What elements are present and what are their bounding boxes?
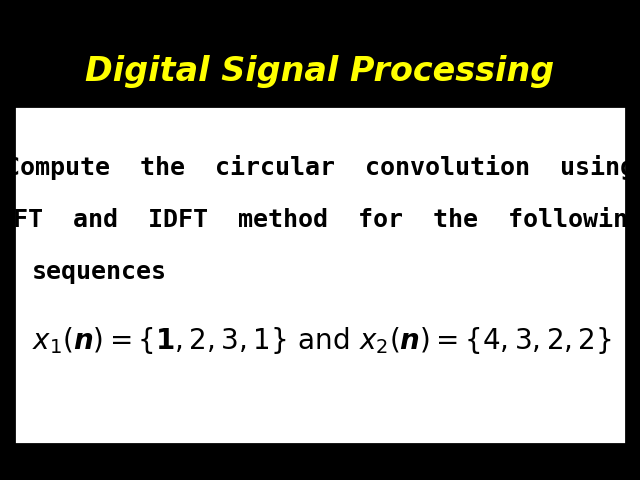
Text: $x_1(\boldsymbol{n}) = \{\mathbf{1}, 2, 3, 1\}$ $\mathrm{and}$ $x_2(\boldsymbol{: $x_1(\boldsymbol{n}) = \{\mathbf{1}, 2, … xyxy=(32,324,612,356)
Text: Compute  the  circular  convolution  using: Compute the circular convolution using xyxy=(5,156,635,180)
FancyBboxPatch shape xyxy=(14,106,626,444)
Text: Digital Signal Processing: Digital Signal Processing xyxy=(85,55,555,87)
Text: sequences: sequences xyxy=(32,260,167,284)
FancyBboxPatch shape xyxy=(14,36,626,106)
Text: DFT  and  IDFT  method  for  the  following: DFT and IDFT method for the following xyxy=(0,207,640,232)
